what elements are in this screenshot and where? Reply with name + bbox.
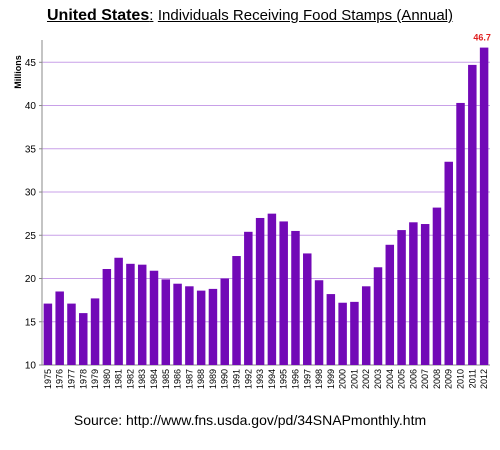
bar (196, 290, 206, 365)
bar (208, 288, 218, 365)
x-tick-label: 2009 (444, 369, 454, 389)
x-tick-label: 2000 (338, 369, 348, 389)
x-tick-label: 1989 (208, 369, 218, 389)
bar (361, 286, 371, 365)
x-tick-label: 2011 (467, 369, 477, 388)
y-tick-label: 40 (25, 101, 37, 112)
source-note: Source: http://www.fns.usda.gov/pd/34SNA… (73, 412, 427, 428)
x-tick-label: 1986 (173, 369, 183, 389)
y-tick-label: 15 (25, 317, 37, 328)
x-tick-label: 1995 (279, 369, 289, 389)
bar (350, 301, 359, 365)
bar (338, 302, 347, 365)
x-tick-label: 2001 (349, 369, 359, 389)
x-tick-label: 1982 (125, 369, 135, 389)
bar (244, 231, 253, 365)
y-tick-label: 20 (25, 274, 37, 285)
bar (326, 294, 336, 365)
bar (137, 264, 147, 365)
x-tick-label: 2006 (408, 369, 418, 389)
x-tick-label: 1994 (267, 369, 277, 389)
bar (409, 222, 418, 365)
x-tick-label: 1975 (43, 369, 53, 389)
data-label-peak: 46.7 (473, 33, 491, 43)
x-tick-label: 1977 (66, 369, 76, 389)
bar (43, 303, 53, 365)
x-tick-label: 1992 (243, 369, 253, 389)
x-tick-label: 2012 (479, 369, 489, 389)
x-tick-label: 2002 (361, 369, 371, 389)
x-tick-label: 2010 (456, 369, 466, 389)
y-axis-label: Millions (13, 55, 23, 89)
x-tick-label: 1993 (255, 369, 265, 389)
x-tick-label: 1997 (302, 369, 312, 389)
x-tick-label: 1984 (149, 369, 159, 389)
x-tick-label: 2007 (420, 369, 430, 389)
bar (102, 269, 112, 365)
bar (79, 313, 88, 365)
x-tick-label: 1981 (114, 369, 124, 389)
bar (444, 161, 453, 365)
bar (126, 263, 135, 365)
bar (385, 244, 395, 365)
x-tick-label: 2004 (385, 369, 395, 389)
bar (267, 213, 277, 365)
bar (55, 291, 64, 365)
bar (279, 221, 288, 365)
title-rest: Individuals Receiving Food Stamps (Annua… (157, 7, 454, 24)
bar (373, 267, 383, 365)
x-tick-label: 1979 (90, 369, 100, 389)
bar (114, 257, 123, 365)
bar (232, 256, 241, 365)
bar (149, 270, 159, 365)
x-tick-label: 1983 (137, 369, 147, 389)
bar (173, 283, 182, 365)
x-tick-label: 1976 (55, 369, 65, 389)
bar (291, 230, 300, 365)
y-tick-label: 45 (25, 58, 37, 69)
y-tick-label: 10 (25, 361, 37, 372)
bar (420, 224, 430, 365)
bar (479, 47, 489, 365)
x-tick-label: 1980 (102, 369, 112, 389)
y-tick-label: 30 (25, 188, 37, 199)
x-tick-label: 1978 (78, 369, 88, 389)
bar (185, 286, 194, 365)
title-country: United States (46, 7, 150, 24)
x-tick-label: 2003 (373, 369, 383, 389)
title-separator: : (149, 7, 154, 24)
y-tick-label: 35 (25, 144, 37, 155)
x-tick-label: 2008 (432, 369, 442, 389)
x-tick-label: 1991 (232, 369, 242, 389)
bar (456, 102, 465, 365)
bar (161, 279, 171, 365)
bar (220, 278, 229, 365)
x-tick-label: 1996 (290, 369, 300, 389)
x-tick-label: 1990 (220, 369, 230, 389)
chart-title: United States: Individuals Receiving Foo… (0, 6, 500, 26)
x-tick-label: 1987 (184, 369, 194, 389)
x-tick-label: 1988 (196, 369, 206, 389)
bar (90, 298, 100, 365)
x-tick-label: 1985 (161, 369, 171, 389)
bar (468, 64, 477, 365)
x-tick-label: 1998 (314, 369, 324, 389)
x-tick-label: 2005 (397, 369, 407, 389)
x-tick-label: 1999 (326, 369, 336, 389)
bar (67, 303, 76, 365)
bar (432, 207, 442, 365)
bar (255, 217, 265, 365)
bar (303, 253, 312, 365)
bar (397, 230, 406, 365)
y-tick-label: 25 (25, 231, 37, 242)
bar (314, 280, 324, 365)
